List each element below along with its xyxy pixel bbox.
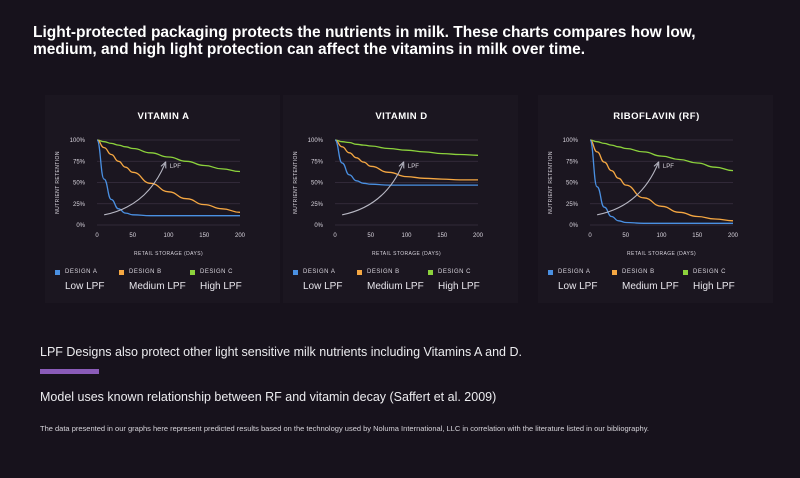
legend-description: Medium LPF: [622, 281, 679, 292]
series-line-design-a: [589, 139, 733, 224]
series-line-design-b: [96, 139, 241, 213]
y-tick-label: 0%: [569, 223, 578, 229]
x-tick-label: 150: [437, 233, 448, 239]
chart-svg: VITAMIN A 0% 25% 50% 75% 100% 0 50 100 150 200 RETA…: [55, 111, 246, 257]
disclaimer: The data presented in our graphs here re…: [40, 424, 649, 433]
y-tick-label: 100%: [70, 138, 86, 144]
legend-name: DESIGN C: [200, 269, 234, 275]
legend-description: Medium LPF: [367, 281, 424, 292]
lpf-arrow: [104, 164, 165, 216]
y-tick-label: 75%: [73, 159, 86, 165]
y-tick-label: 25%: [73, 202, 86, 208]
y-tick-label: 25%: [566, 202, 579, 208]
headline: Light-protected packaging protects the n…: [33, 24, 696, 58]
chart-title: VITAMIN A: [138, 111, 190, 122]
x-tick-label: 150: [692, 233, 703, 239]
model-note: Model uses known relationship between RF…: [40, 390, 497, 404]
legend-description: Low LPF: [65, 281, 105, 292]
legend-description: Low LPF: [303, 281, 343, 292]
legend-swatch: [683, 270, 688, 275]
legend-description: High LPF: [438, 281, 480, 292]
lpf-arrow: [597, 164, 658, 216]
x-axis-label: RETAIL STORAGE (DAYS): [134, 251, 203, 257]
x-tick-label: 100: [163, 233, 174, 239]
chart-panel-vitamin-d: VITAMIN D 0% 25% 50% 75% 100% 0 50 100 150 200 RETA…: [283, 95, 518, 303]
chart-panel-vitamin-a: VITAMIN A 0% 25% 50% 75% 100% 0 50 100 150 200 RETA…: [45, 95, 280, 303]
series-line-design-b: [334, 139, 478, 181]
legend-name: DESIGN B: [367, 269, 400, 275]
y-axis-label: NUTRIENT RETENTION: [55, 151, 61, 214]
legend-name: DESIGN A: [558, 269, 591, 275]
x-axis-label: RETAIL STORAGE (DAYS): [372, 251, 441, 257]
legend-name: DESIGN A: [303, 269, 336, 275]
legend-swatch: [119, 270, 124, 275]
lpf-annotation: LPF: [663, 164, 674, 170]
x-tick-label: 100: [401, 233, 412, 239]
legend-description: High LPF: [693, 281, 735, 292]
y-tick-label: 25%: [311, 202, 324, 208]
chart-svg: VITAMIN D 0% 25% 50% 75% 100% 0 50 100 150 200 RETA…: [293, 111, 484, 257]
chart-legend: DESIGN A Low LPF DESIGN B Medium LPF DESIGN …: [283, 269, 518, 303]
legend-swatch: [612, 270, 617, 275]
legend-description: Medium LPF: [129, 281, 186, 292]
lpf-arrow: [342, 164, 403, 216]
lpf-annotation: LPF: [408, 164, 419, 170]
legend-swatch: [357, 270, 362, 275]
y-axis-label: NUTRIENT RETENTION: [548, 151, 554, 214]
y-tick-label: 100%: [308, 138, 324, 144]
series-line-design-a: [334, 139, 478, 186]
series-line-design-b: [589, 139, 734, 222]
x-tick-label: 50: [622, 233, 629, 239]
y-tick-label: 0%: [76, 223, 85, 229]
legend-name: DESIGN C: [438, 269, 472, 275]
accent-divider: [40, 369, 99, 374]
x-tick-label: 50: [129, 233, 136, 239]
y-tick-label: 75%: [311, 159, 324, 165]
series-line-design-c: [589, 139, 734, 172]
legend-swatch: [190, 270, 195, 275]
y-tick-label: 0%: [314, 223, 323, 229]
x-tick-label: 150: [199, 233, 210, 239]
legend-name: DESIGN C: [693, 269, 727, 275]
legend-name: DESIGN A: [65, 269, 98, 275]
x-tick-label: 0: [333, 233, 337, 239]
chart-title: RIBOFLAVIN (RF): [613, 111, 699, 122]
chart-svg: RIBOFLAVIN (RF) 0% 25% 50% 75% 100% 0 50 100 150 2…: [548, 111, 739, 257]
x-tick-label: 200: [473, 233, 484, 239]
chart-legend: DESIGN A Low LPF DESIGN B Medium LPF DESIGN …: [45, 269, 280, 303]
legend-swatch: [293, 270, 298, 275]
legend-description: Low LPF: [558, 281, 598, 292]
legend-description: High LPF: [200, 281, 242, 292]
x-tick-label: 50: [367, 233, 374, 239]
series-line-design-c: [96, 139, 241, 173]
vitamin-note: LPF Designs also protect other light sen…: [40, 345, 522, 359]
x-tick-label: 100: [656, 233, 667, 239]
chart-legend: DESIGN A Low LPF DESIGN B Medium LPF DESIGN …: [538, 269, 773, 303]
lpf-annotation: LPF: [170, 164, 181, 170]
chart-panel-riboflavin: RIBOFLAVIN (RF) 0% 25% 50% 75% 100% 0 50 100 150 2…: [538, 95, 773, 303]
x-axis-label: RETAIL STORAGE (DAYS): [627, 251, 696, 257]
x-tick-label: 0: [95, 233, 99, 239]
y-tick-label: 50%: [311, 181, 324, 187]
legend-swatch: [55, 270, 60, 275]
y-tick-label: 100%: [563, 138, 579, 144]
chart-title: VITAMIN D: [375, 111, 427, 122]
x-tick-label: 200: [235, 233, 246, 239]
x-tick-label: 0: [588, 233, 592, 239]
y-tick-label: 50%: [566, 181, 579, 187]
legend-name: DESIGN B: [622, 269, 655, 275]
legend-swatch: [548, 270, 553, 275]
y-tick-label: 75%: [566, 159, 579, 165]
series-line-design-a: [96, 139, 240, 217]
y-tick-label: 50%: [73, 181, 86, 187]
x-tick-label: 200: [728, 233, 739, 239]
legend-name: DESIGN B: [129, 269, 162, 275]
legend-swatch: [428, 270, 433, 275]
series-line-design-c: [334, 139, 479, 156]
y-axis-label: NUTRIENT RETENTION: [293, 151, 299, 214]
